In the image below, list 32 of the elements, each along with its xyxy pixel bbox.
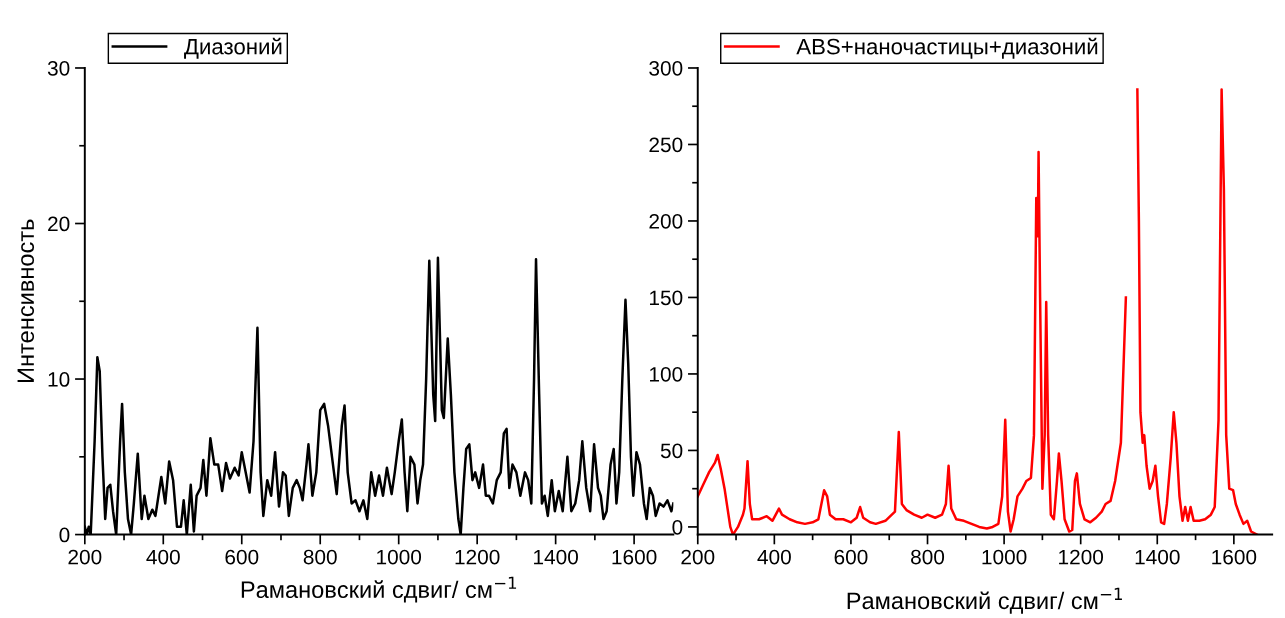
x-tick-label: 400 [146,549,180,565]
y-tick-label: 300 [649,60,683,76]
x-tick-label: 600 [225,549,259,565]
legend-label: Диазоний [184,37,282,59]
x-tick-label: 1400 [1135,549,1180,565]
y-tick-label: 50 [660,443,683,459]
y-tick-label: 10 [48,372,70,387]
y-tick-label: 200 [649,213,683,229]
x-tick-label: 1000 [982,549,1027,565]
x-tick-label: 600 [834,549,868,565]
x-tick-label: 1600 [612,549,657,565]
x-tick-label: 200 [681,549,715,565]
x-tick-label: 1200 [455,549,500,565]
x-tick-label: 200 [68,549,102,565]
x-tick-label: 400 [757,549,791,565]
x-tick-label: 1200 [1059,549,1104,565]
x-axis-title: Рамановский сдвиг/ см$^{−1}$ [847,587,1122,614]
y-tick-label: 0 [672,519,683,535]
y-tick-label: 0 [59,527,70,543]
y-tick-label: 250 [649,137,683,153]
x-axis-title: Рамановский сдвиг/ см$^{−1}$ [241,576,517,603]
y-tick-label: 100 [650,366,683,382]
y-tick-label: 20 [48,216,70,232]
x-tick-label: 1400 [534,549,578,565]
x-tick-label: 1000 [377,549,422,565]
y-tick-label: 150 [650,290,683,306]
x-tick-label: 1600 [1212,549,1257,565]
x-tick-label: 800 [303,549,337,565]
x-tick-label: 800 [911,549,945,565]
y-tick-label: 30 [47,60,70,76]
y-axis-title: Интенсивность [17,219,35,383]
legend-label: ABS+наночастицы+диазоний [796,37,1098,59]
